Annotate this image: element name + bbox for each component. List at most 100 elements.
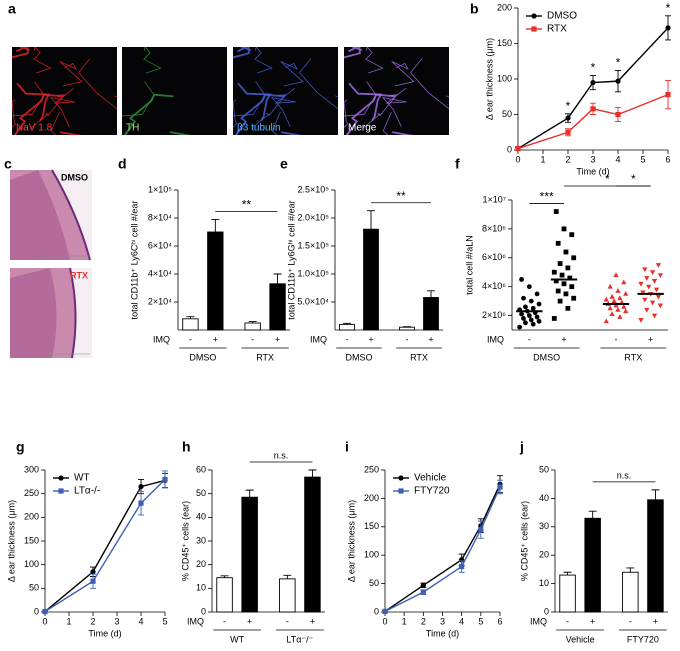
y-tick-label: 200 bbox=[24, 512, 39, 522]
x-tick-label: - bbox=[286, 616, 289, 626]
group-name: RTX bbox=[256, 352, 274, 362]
y-tick-label: 50 bbox=[29, 583, 39, 593]
significance-label: * bbox=[631, 172, 636, 186]
y-tick-label: 0 bbox=[34, 606, 39, 616]
panel-letter: c bbox=[4, 156, 12, 172]
y-tick-label: 40 bbox=[196, 512, 206, 522]
x-tick-label: 3 bbox=[590, 154, 595, 164]
x-tick-label: 3 bbox=[114, 616, 119, 626]
group-name: DMSO bbox=[346, 352, 373, 362]
marker bbox=[665, 92, 671, 98]
line bbox=[44, 478, 166, 613]
marker bbox=[657, 303, 664, 309]
x-tick-label: + bbox=[561, 334, 566, 344]
y-tick-label: 200 bbox=[497, 2, 512, 12]
histology bbox=[10, 267, 92, 359]
legend-label: RTX bbox=[547, 24, 567, 35]
marker bbox=[642, 297, 648, 303]
x-tick-label: - bbox=[528, 334, 531, 344]
x-tick-label: 5 bbox=[640, 154, 645, 164]
marker bbox=[642, 267, 648, 273]
x-tick-label: 0 bbox=[382, 616, 387, 626]
marker bbox=[607, 305, 613, 311]
x-tick-label: + bbox=[648, 334, 653, 344]
image-background bbox=[12, 47, 117, 135]
nerve bbox=[59, 131, 81, 135]
significance-label: n.s. bbox=[274, 450, 289, 460]
y-tick-label: 50 bbox=[502, 109, 512, 119]
x-tick-label: 4 bbox=[615, 154, 620, 164]
marker bbox=[638, 317, 644, 323]
marker bbox=[653, 287, 660, 293]
panel-letter: j bbox=[519, 439, 524, 455]
group-name: FTY720 bbox=[627, 634, 659, 644]
error-bar bbox=[588, 510, 597, 519]
legend-marker bbox=[398, 475, 404, 481]
marker bbox=[138, 500, 144, 506]
y-tick-label: 0 bbox=[507, 144, 512, 154]
marker bbox=[565, 115, 571, 121]
marker bbox=[571, 255, 577, 261]
legend-label: FTY720 bbox=[414, 486, 450, 497]
x-tick-label: 3 bbox=[440, 616, 445, 626]
line bbox=[44, 479, 166, 613]
marker bbox=[553, 278, 559, 284]
y-tick-label: 8×10⁶ bbox=[482, 223, 506, 233]
marker bbox=[651, 278, 658, 284]
error-bar bbox=[283, 574, 292, 579]
marker bbox=[569, 284, 575, 290]
x-tick-label: - bbox=[189, 334, 192, 344]
x-tick-label: + bbox=[653, 616, 658, 626]
y-tick-label: 250 bbox=[24, 488, 39, 498]
legend-label: Vehicle bbox=[414, 473, 447, 484]
histology bbox=[10, 169, 92, 261]
nerve bbox=[59, 61, 83, 87]
tissue-core bbox=[10, 170, 70, 260]
y-tick-label: 150 bbox=[24, 535, 39, 545]
x-tick-label: 1 bbox=[540, 154, 545, 164]
x-tick-label: + bbox=[247, 616, 252, 626]
micrograph bbox=[12, 47, 117, 135]
error-bar bbox=[626, 567, 635, 573]
epidermis bbox=[51, 169, 91, 261]
marker bbox=[557, 298, 563, 304]
y-tick-label: 200 bbox=[364, 493, 379, 503]
line bbox=[384, 486, 501, 613]
marker bbox=[565, 265, 571, 271]
significance-label: * bbox=[591, 61, 596, 75]
panel-letter: d bbox=[118, 156, 127, 172]
marker bbox=[665, 25, 671, 31]
y-tick-label: 10 bbox=[196, 583, 206, 593]
y-tick-label: 2×10⁴ bbox=[148, 296, 172, 306]
bar bbox=[339, 323, 355, 331]
marker bbox=[617, 295, 623, 301]
panel-letter: f bbox=[455, 156, 460, 172]
y-tick-label: 2.0×10⁵ bbox=[297, 212, 329, 222]
legend-label: DMSO bbox=[547, 11, 577, 22]
y-axis-label: % CD45⁺ cells (ear) bbox=[180, 501, 190, 581]
marker bbox=[603, 318, 609, 324]
y-tick-label: 150 bbox=[497, 38, 512, 48]
group-label: IMQ bbox=[310, 334, 327, 344]
marker bbox=[644, 276, 650, 281]
marker bbox=[551, 269, 557, 275]
y-tick-label: 60 bbox=[196, 464, 206, 474]
nerve bbox=[381, 87, 407, 127]
y-tick-label: 50 bbox=[369, 578, 379, 588]
bar bbox=[241, 496, 258, 613]
marker bbox=[657, 273, 664, 278]
nerve bbox=[344, 99, 348, 128]
panel-letter: e bbox=[280, 156, 288, 172]
x-tick-label: - bbox=[406, 334, 409, 344]
nerve bbox=[16, 82, 51, 122]
x-tick-label: - bbox=[615, 334, 618, 344]
group-name: Vehicle bbox=[566, 634, 595, 644]
marker bbox=[611, 298, 617, 304]
panel-letter: h bbox=[182, 439, 191, 455]
y-tick-label: 1.0×10⁵ bbox=[297, 268, 329, 278]
y-tick-label: 150 bbox=[364, 521, 379, 531]
group-label: IMQ bbox=[530, 616, 547, 626]
error-bar bbox=[245, 489, 254, 498]
significance-label: * bbox=[566, 99, 571, 113]
bar bbox=[182, 318, 199, 331]
